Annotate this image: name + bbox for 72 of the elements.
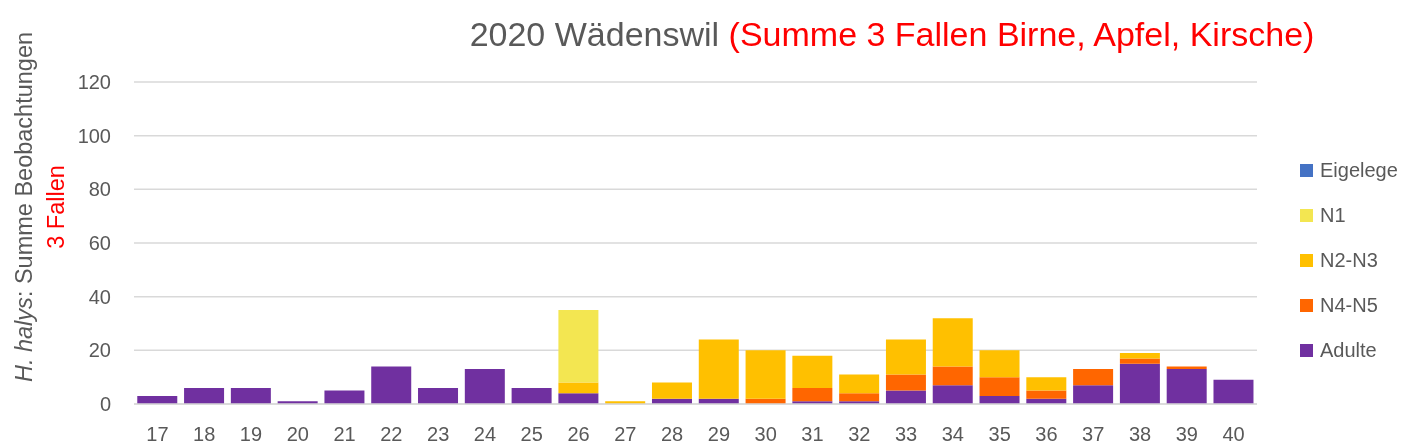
x-tick-label: 20 (286, 423, 309, 446)
y-tick-label: 120 (77, 71, 111, 94)
bar (1119, 353, 1160, 359)
x-tick-label: 26 (567, 423, 590, 446)
x-tick-label: 28 (660, 423, 684, 446)
x-tick-label: 36 (1035, 423, 1058, 446)
x-tick-label: 37 (1082, 423, 1105, 446)
chart-subtitle: (Summe 3 Fallen Birne, Apfel, Kirsche) (719, 15, 1315, 53)
x-tick-label: 32 (848, 423, 871, 446)
y-tick-label: 100 (77, 124, 111, 147)
legend-label: Eigelege (1320, 159, 1398, 182)
bar (651, 382, 692, 399)
bar (230, 387, 271, 404)
y-tick-label: 80 (88, 178, 111, 201)
bar (1026, 377, 1067, 391)
bar (745, 350, 786, 399)
bar (932, 366, 973, 386)
bar (1166, 366, 1207, 370)
legend-label: N2-N3 (1320, 249, 1378, 272)
bar (464, 369, 505, 404)
bar (1026, 390, 1067, 399)
legend-label: Adulte (1320, 339, 1377, 362)
x-tick-label: 23 (427, 423, 450, 446)
bar (885, 339, 926, 375)
y-tick-label: 0 (99, 393, 111, 416)
bar (558, 382, 599, 394)
x-tick-label: 31 (801, 423, 824, 446)
legend-label: N4-N5 (1320, 294, 1378, 317)
x-tick-label: 24 (473, 423, 497, 446)
bar (558, 310, 599, 383)
x-tick-label: 18 (193, 423, 216, 446)
bar (979, 350, 1020, 378)
bar (1119, 363, 1160, 404)
x-tick-label: 35 (988, 423, 1011, 446)
bar (979, 377, 1020, 396)
x-tick-label: 34 (941, 423, 964, 446)
x-tick-label: 25 (520, 423, 543, 446)
bar (418, 387, 459, 404)
x-tick-label: 29 (707, 423, 731, 446)
y-axis-title: H. halys: Summe Beobachtungen 3 Fallen (11, 31, 69, 383)
y-tick-label: 40 (88, 285, 111, 308)
x-tick-label: 33 (894, 423, 918, 446)
bar (932, 385, 973, 404)
bar (792, 355, 833, 388)
bar (511, 387, 552, 404)
bar (1119, 358, 1160, 364)
bar (184, 387, 225, 404)
x-tick-label: 21 (333, 423, 356, 446)
legend-label: N1 (1320, 204, 1346, 227)
bar (558, 393, 599, 404)
bar (885, 374, 926, 391)
x-tick-label: 19 (239, 423, 263, 446)
bar (1213, 379, 1254, 404)
x-tick-label: 39 (1175, 423, 1198, 446)
bar (1166, 369, 1207, 404)
bar (932, 318, 973, 367)
y-tick-label: 20 (88, 339, 111, 362)
x-tick-label: 38 (1128, 423, 1152, 446)
chart-title: 2020 Wädenswil (469, 15, 720, 53)
bar (792, 387, 833, 402)
bar (1073, 369, 1114, 386)
x-tick-label: 30 (754, 423, 777, 446)
x-tick-label: 17 (146, 423, 169, 446)
y-tick-label: 60 (88, 232, 111, 255)
x-tick-label: 22 (380, 423, 403, 446)
bar (839, 393, 880, 402)
bar (1073, 385, 1114, 404)
x-tick-label: 27 (614, 423, 637, 446)
bar (371, 366, 412, 404)
bar (839, 374, 880, 394)
bar (698, 339, 739, 399)
x-tick-label: 40 (1222, 423, 1245, 446)
